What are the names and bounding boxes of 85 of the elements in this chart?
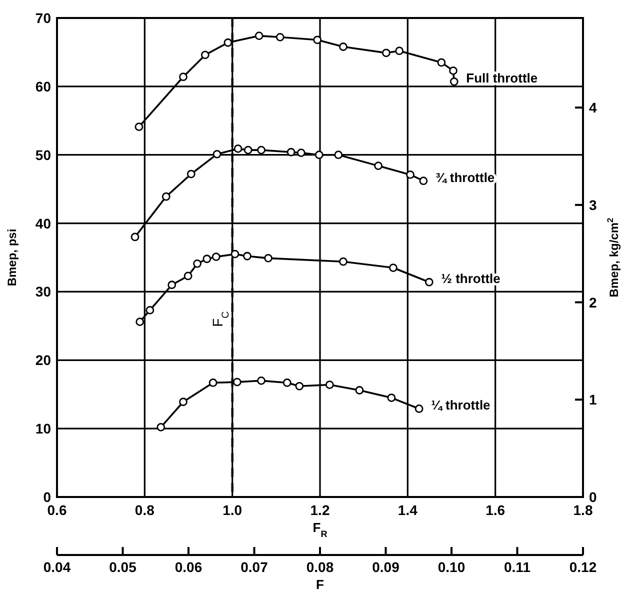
x2-tick-label: 0.07 [240,559,268,575]
point [313,36,322,44]
point [208,378,218,387]
y2-tick-label: 4 [589,100,597,116]
point [406,170,414,179]
point [184,272,192,280]
point [296,148,306,158]
point [254,32,264,40]
point [395,46,404,56]
point [230,250,240,258]
x2-tick-label: 0.12 [569,559,597,575]
x-axis-title: F$_{R}$ [312,520,328,539]
x-tick-label: 1.2 [310,502,330,518]
point [295,382,304,390]
point [414,404,424,413]
point [244,146,252,154]
series-label: ¾ throttle [435,170,495,185]
point [282,378,292,387]
point [202,254,212,264]
point [257,376,266,385]
y-tick-label: 20 [35,352,52,368]
point [449,66,458,75]
series-label: ¼ throttle [431,398,490,413]
point [234,144,242,153]
y2-tick-label: 0 [589,489,597,505]
x2-axis-title: F [316,577,324,592]
point [179,72,188,82]
point [136,318,144,326]
point [162,192,170,201]
x-tick-label: 0.6 [47,502,67,518]
x2-tick-label: 0.09 [372,559,400,575]
y2-tick-label: 2 [589,294,597,310]
x2-tick-label: 0.11 [504,559,531,575]
point [389,264,398,272]
point [387,394,396,402]
point [355,386,364,394]
x-tick-label: 1.8 [573,502,593,518]
y-tick-label: 10 [35,420,52,437]
point [339,257,348,266]
x2-tick-label: 0.04 [43,559,71,575]
point [314,150,324,160]
point [243,252,252,260]
y-tick-label: 50 [35,146,52,163]
point [257,146,266,154]
point [193,259,202,268]
point [286,148,296,156]
x2-tick-label: 0.08 [306,559,334,575]
x2-tick-label: 0.10 [438,559,466,575]
point [276,32,284,42]
point [212,252,220,262]
x-tick-label: 1.4 [398,502,418,518]
point [334,150,343,160]
point [232,378,242,386]
point [156,423,166,432]
y-tick-label: 30 [35,284,52,300]
y2-tick-label: 1 [589,392,597,408]
y2-tick-label: 3 [589,196,597,213]
x-tick-label: 1.6 [486,502,506,518]
point [437,58,446,67]
x-tick-label: 1.0 [222,502,242,518]
x-tick-label: 0.8 [134,502,155,518]
x2-tick-label: 0.05 [109,559,137,575]
point [224,38,232,47]
point [179,398,188,406]
point [130,232,140,242]
point [186,170,196,178]
point [264,254,272,262]
y-tick-label: 60 [35,78,52,94]
y-tick-label: 40 [35,215,52,232]
point [212,150,222,158]
y-tick-label: 70 [35,10,52,26]
point [339,42,348,51]
point [424,278,434,286]
x2-tick-label: 0.06 [174,559,202,575]
point [134,122,144,131]
point [382,48,390,58]
y-axis-title: Bmep, psi [5,228,19,286]
point [374,162,382,170]
point [419,176,428,186]
y-tick-label: 0 [43,489,52,505]
point [200,50,210,60]
point [146,306,154,314]
point [450,77,458,86]
point [168,280,176,290]
point [325,380,334,389]
